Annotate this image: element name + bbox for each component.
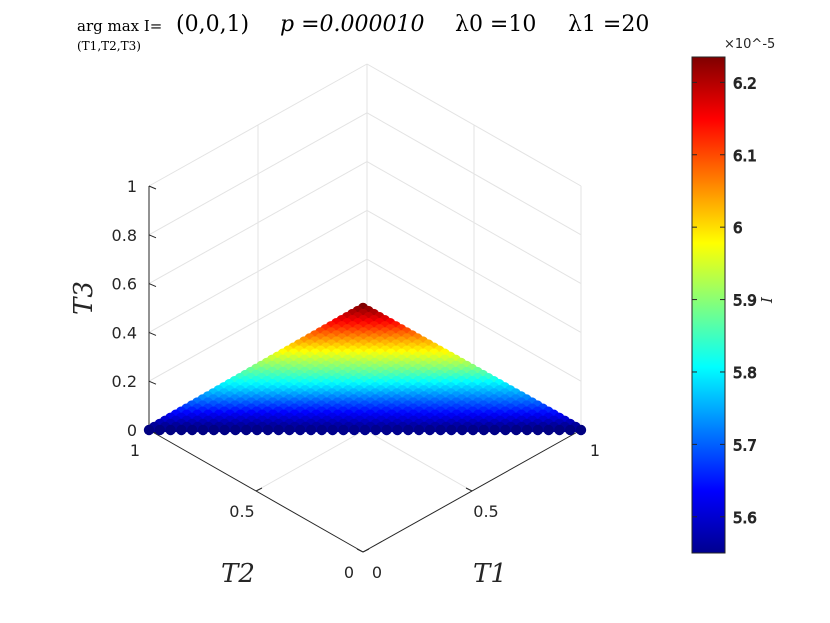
tick-label-t1: 0 [372,563,382,582]
scatter-point [262,424,273,436]
scatter-point [381,424,392,436]
scatter-point [543,424,554,436]
scatter-point [500,424,511,436]
scatter-point [241,424,252,436]
scatter-point [489,424,500,436]
tick-label-t3: 0.4 [112,323,137,342]
axis-label-t3: T3 [69,281,99,315]
scatter-point [154,424,165,436]
scatter-point [295,424,306,436]
scatter-point [208,424,219,436]
scatter-point [165,424,176,436]
scatter-point [413,424,425,436]
colorbar-tick-label: 5.9 [733,292,757,310]
axis-label-t2: T2 [221,559,255,589]
grid-line [148,161,368,285]
grid-line [366,258,582,382]
scatter-point [197,424,209,436]
scatter-point [316,424,327,436]
scatter-point [338,424,349,436]
tick-mark-t3 [148,380,157,385]
colorbar-gradient [691,56,726,554]
scatter-point [392,424,403,436]
scatter-point [457,424,468,436]
tick-label-t2: 0 [344,563,354,582]
colorbar-tick-label: 5.6 [733,509,757,527]
colorbar-tick-label: 5.7 [733,436,757,454]
colorbar-tick-label: 5.8 [733,364,757,382]
grid-line [366,161,582,285]
title-p: p =0.000010 [280,12,424,37]
scatter-point [532,424,543,436]
tick-mark-t1 [356,548,364,553]
scatter-point [143,424,155,436]
scatter-point [284,424,295,436]
grid-line [366,112,582,236]
axes-grid [148,63,582,492]
tick-mark-t3 [148,234,157,239]
scatter-point [403,424,414,436]
scatter-point [467,424,479,436]
chart-title: arg max I= (T1,T2,T3) (0,0,1) p =0.00001… [77,12,649,53]
axis-label-t1: T1 [473,559,507,589]
scatter-point [273,424,284,436]
tick-label-t3: 0.8 [112,226,137,245]
tick-mark-t3 [148,331,157,336]
scatter-point [521,424,533,436]
scatter-point [565,424,576,436]
tick-mark-t3 [148,185,157,190]
axis-labels: T1 T2 T3 [69,281,507,589]
grid-line [148,258,368,382]
tick-label-t2: 1 [130,441,140,460]
scatter-point [305,424,317,436]
tick-mark-t1 [465,487,473,492]
scatter-point [446,424,457,436]
colorbar-exponent: ×10^-5 [724,37,775,52]
tick-label-t2: 0.5 [229,502,254,521]
colorbar-tick-label: 6.1 [733,147,757,165]
grid-line [148,112,368,236]
tick-label-t1: 1 [590,441,600,460]
scatter-point [349,424,360,436]
axes-lines [148,185,582,553]
grid-line [366,209,582,333]
scatter-point [478,424,489,436]
tick-label-t1: 0.5 [473,502,498,521]
colorbar-tick-label: 6.2 [733,74,757,92]
argmax-prefix: arg max I= [77,17,162,35]
scatter-point [575,424,587,436]
colorbar-tick-label: 6 [733,219,743,237]
tick-mark-t3 [148,283,157,288]
scatter-point [435,424,446,436]
scatter-point [187,424,198,436]
scatter-point [424,424,435,436]
title-lambda0: λ0 =10 [455,12,536,37]
colorbar-label: I [758,296,776,304]
scatter-point [359,424,371,436]
scatter-point [219,424,230,436]
tick-label-t3: 0.6 [112,275,137,294]
scatter-point [554,424,565,436]
tick-mark-t2 [362,548,370,553]
scatter-point [370,424,381,436]
colorbar: ×10^-5 I 5.6 5.7 5.8 5.9 6 6.1 6.2 [691,37,776,554]
title-lambda1: λ1 =20 [568,12,649,37]
tick-label-t3: 0.2 [112,372,137,391]
scatter-point [230,424,241,436]
tick-mark-t2 [255,487,263,492]
scatter-point [176,424,187,436]
grid-line [148,209,368,333]
tick-label-t3: 1 [127,177,137,196]
scatter-point [251,424,263,436]
scatter-point [327,424,338,436]
tick-label-t3: 0 [127,421,137,440]
scatter-points [143,302,587,436]
argmax-subscript: (T1,T2,T3) [77,39,141,53]
argmax-value: (0,0,1) [176,12,249,37]
scatter-point [511,424,522,436]
